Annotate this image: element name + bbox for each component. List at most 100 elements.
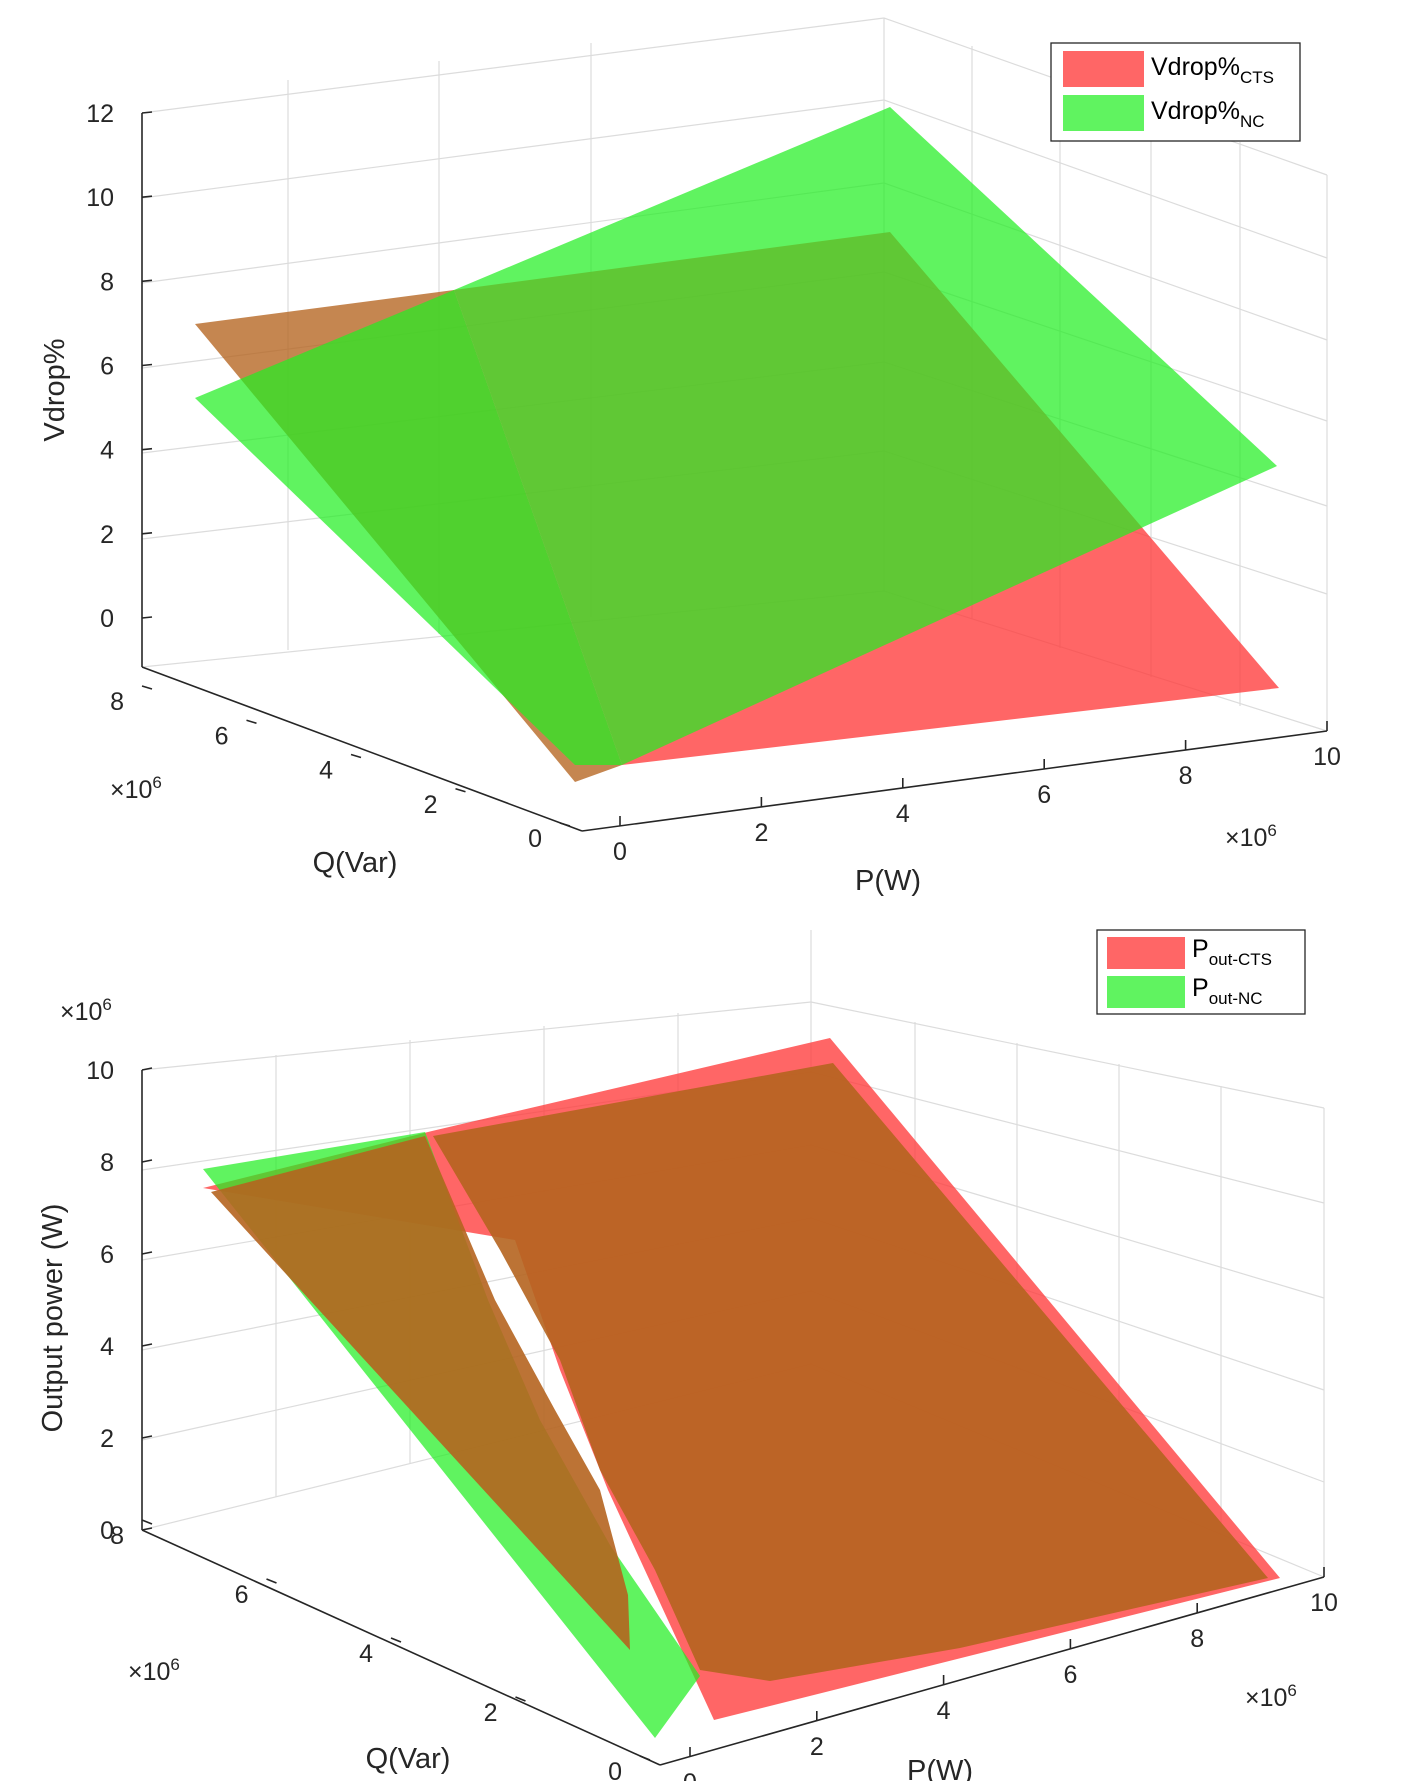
axis-tick [141,616,153,619]
tick-label: 4 [319,757,333,785]
tick-label: 0 [683,1769,697,1781]
q-multiplier: ×106 [110,773,162,804]
output-power-surface-chart: 0 2 4 6 8 10 0 2 4 6 8 0 2 4 6 8 10 Output power (W) Q… [37,929,1338,1781]
tick-label: 2 [100,521,114,549]
z-axis-label: Vdrop% [39,338,71,441]
surface-layer [203,1038,1280,1738]
tick-label: 2 [100,1425,114,1453]
axis-tick [141,1343,153,1347]
axis-tick [515,1696,526,1702]
tick-label: 2 [484,1699,498,1727]
axis-tick [141,279,153,283]
legend: Pout-CTS Pout-NC [1096,929,1306,1015]
axis-tick [639,1755,651,1761]
grid-back-left-top [141,17,885,114]
z-tick-labels: 0 2 4 6 8 10 [86,1057,153,1545]
tick-label: 6 [100,353,114,381]
q-axis-line [141,666,583,832]
grid-z10 [141,99,885,199]
z-axis-label: Output power (W) [37,1204,69,1433]
tick-label: 2 [754,819,768,847]
axis-tick [141,1159,153,1163]
tick-label: 6 [215,722,229,750]
axis-tick [141,685,153,690]
axis-tick [141,111,153,114]
axis-tick [141,195,153,198]
p-multiplier: ×106 [1245,1681,1297,1712]
tick-label: 0 [100,605,114,633]
legend-label-nc: Pout-NC [1192,974,1263,1008]
p-tick-labels: 0 2 4 6 8 10 [683,1567,1338,1781]
tick-label: 10 [86,1057,114,1085]
tick-label: 8 [1179,762,1193,790]
axis-tick [141,1067,153,1071]
tick-label: 4 [937,1697,951,1725]
tick-label: 8 [1190,1625,1204,1653]
axis-tick [141,363,153,367]
tick-label: 2 [424,791,438,819]
axis-tick [266,1578,277,1584]
q-tick-labels: 0 2 4 6 8 [110,1519,651,1781]
tick-label: 10 [86,184,114,212]
q-axis-label: Q(Var) [313,847,398,879]
tick-label: 4 [896,800,910,828]
p-multiplier: ×106 [1225,821,1277,852]
tick-label: 8 [100,268,114,296]
tick-label: 10 [1310,1589,1338,1617]
tick-label: 4 [100,1333,114,1361]
axis-tick [141,1519,153,1525]
legend-label-cts: Pout-CTS [1192,935,1272,969]
legend-label-cts: Vdrop%CTS [1151,53,1274,87]
grid-rz8 [810,1071,1325,1204]
p-axis-line [659,1576,1325,1766]
axes-layer [141,113,1328,832]
axes-layer [141,1070,1325,1766]
axis-tick [141,532,153,535]
pout-overlap-surface [433,1063,1268,1681]
p-axis-line [581,730,1328,832]
axis-tick [350,753,362,759]
tick-label: 6 [235,1581,249,1609]
vdrop-nc-surface [195,290,622,765]
axis-tick [141,1251,153,1255]
p-axis-label: P(W) [855,865,921,897]
z-tick-labels: 0 2 4 6 8 10 12 [86,100,153,633]
tick-label: 6 [100,1241,114,1269]
q-tick-labels: 0 2 4 6 8 [110,685,571,853]
legend-swatch-nc [1107,976,1185,1008]
tick-label: 0 [528,825,542,853]
q-axis-label: Q(Var) [366,1743,451,1775]
axis-tick [246,719,257,725]
legend: Vdrop%CTS Vdrop%NC [1050,42,1301,142]
grid-back-left-top [141,1001,812,1071]
tick-label: 8 [110,1522,124,1550]
axis-tick [141,447,153,451]
p-axis-label: P(W) [907,1755,973,1781]
vdrop-nc-surface-right [454,107,1277,765]
q-multiplier: ×106 [128,1655,180,1686]
z-multiplier: ×106 [60,995,112,1026]
axis-tick [390,1637,402,1643]
axis-tick [559,822,571,827]
tick-label: 2 [810,1733,824,1761]
tick-label: 6 [1037,781,1051,809]
legend-label-nc: Vdrop%NC [1151,97,1265,131]
tick-label: 4 [359,1640,373,1668]
vdrop-surface-chart: 0 2 4 6 8 10 12 0 2 4 6 8 0 2 4 6 8 10 Vdrop% Q(Var) P(… [39,17,1341,897]
surface-layer [195,107,1279,782]
tick-label: 12 [86,100,114,128]
p-tick-labels: 0 2 4 6 8 10 [613,721,1341,866]
legend-swatch-cts [1063,51,1144,87]
axis-tick [141,1527,153,1531]
q-axis-line [141,1529,661,1766]
tick-label: 0 [608,1758,622,1781]
axis-tick [141,1435,153,1439]
tick-label: 8 [100,1149,114,1177]
tick-label: 0 [613,838,627,866]
tick-label: 6 [1063,1661,1077,1689]
axis-tick [455,787,466,793]
legend-swatch-cts [1107,937,1185,969]
tick-label: 8 [110,688,124,716]
grid-rz10 [883,99,1328,259]
tick-label: 0 [100,1517,114,1545]
